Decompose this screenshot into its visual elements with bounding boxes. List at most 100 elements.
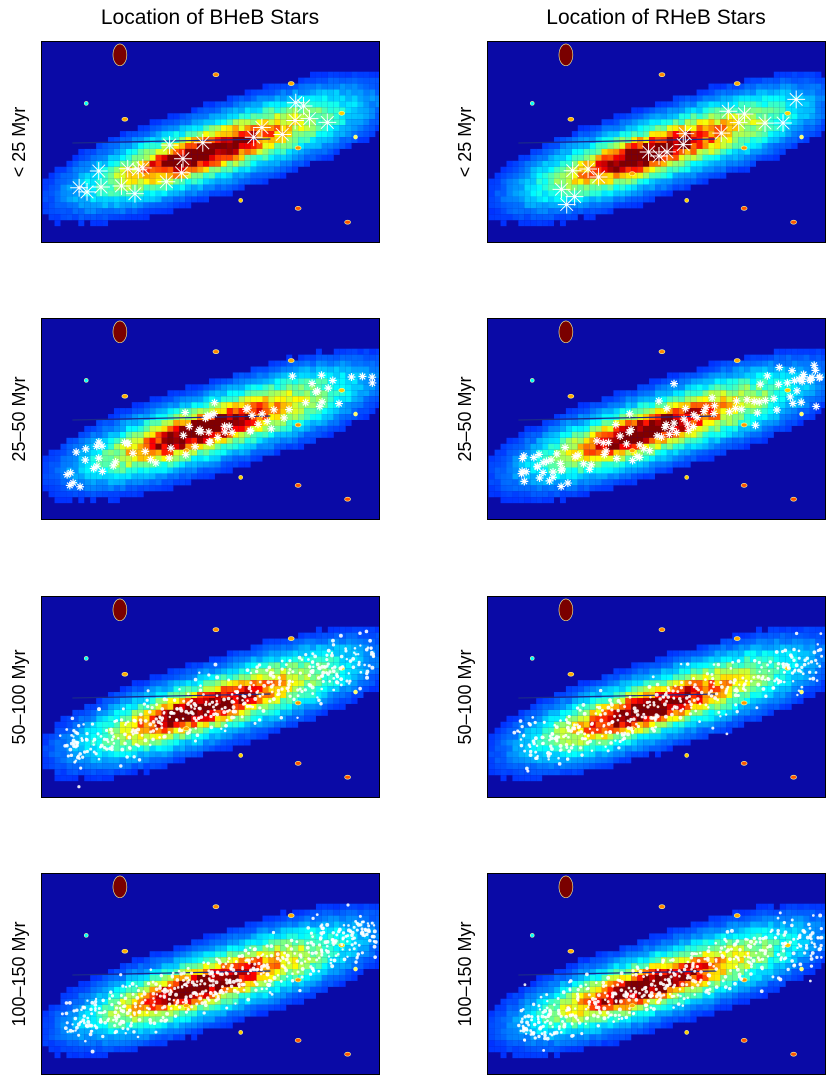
density-cell	[637, 396, 643, 402]
density-cell	[197, 450, 203, 456]
density-cell	[203, 716, 209, 722]
density-cell	[209, 143, 215, 149]
density-cell	[328, 355, 334, 361]
density-cell	[804, 639, 810, 645]
point-source	[741, 146, 747, 150]
density-cell	[150, 131, 156, 137]
density-cell	[185, 680, 191, 686]
density-cell	[667, 107, 673, 113]
star-marker	[187, 693, 190, 696]
density-cell	[369, 686, 375, 692]
density-cell	[643, 468, 649, 474]
density-cell	[613, 196, 619, 202]
density-cell	[697, 161, 703, 167]
density-cell	[197, 473, 203, 479]
density-cell	[774, 639, 780, 645]
density-cell	[821, 627, 825, 633]
density-cell	[774, 131, 780, 137]
density-cell	[215, 426, 221, 432]
density-cell	[708, 426, 714, 432]
density-cell	[245, 155, 251, 161]
density-cell	[90, 426, 96, 432]
density-cell	[649, 396, 655, 402]
density-cell	[239, 95, 245, 101]
point-source	[800, 412, 804, 416]
density-cell	[703, 137, 709, 143]
density-cell	[667, 125, 673, 131]
density-cell	[191, 173, 197, 179]
density-cell	[744, 90, 750, 96]
density-cell	[798, 72, 804, 78]
density-cell	[780, 84, 786, 90]
density-cell	[197, 396, 203, 402]
density-cell	[144, 426, 150, 432]
density-cell	[328, 361, 334, 367]
density-cell	[512, 444, 518, 450]
density-cell	[161, 131, 167, 137]
density-cell	[691, 456, 697, 462]
star-marker	[365, 676, 369, 680]
density-cell	[774, 125, 780, 131]
density-cell	[613, 674, 619, 680]
density-cell	[61, 734, 67, 740]
density-cell	[685, 668, 691, 674]
density-cell	[726, 161, 732, 167]
density-cell	[334, 78, 340, 84]
density-cell	[602, 196, 608, 202]
density-cell	[708, 361, 714, 367]
density-cell	[655, 161, 661, 167]
density-cell	[804, 349, 810, 355]
density-cell	[66, 161, 72, 167]
density-cell	[316, 710, 322, 716]
density-cell	[334, 372, 340, 378]
density-cell	[84, 161, 90, 167]
density-cell	[596, 149, 602, 155]
density-cell	[655, 167, 661, 173]
density-cell	[340, 420, 346, 426]
density-cell	[596, 202, 602, 208]
star-marker	[232, 705, 236, 709]
density-cell	[197, 438, 203, 444]
point-source	[568, 117, 574, 121]
density-cell	[167, 485, 173, 491]
density-cell	[245, 456, 251, 462]
density-cell	[274, 728, 280, 734]
density-cell	[72, 710, 78, 716]
density-cell	[215, 384, 221, 390]
star-marker	[367, 646, 370, 649]
density-cell	[138, 686, 144, 692]
density-cell	[96, 716, 102, 722]
density-cell	[744, 155, 750, 161]
density-cell	[530, 220, 536, 226]
density-cell	[673, 101, 679, 107]
density-cell	[590, 179, 596, 185]
density-cell	[90, 710, 96, 716]
density-cell	[524, 444, 530, 450]
density-cell	[649, 438, 655, 444]
density-cell	[251, 384, 257, 390]
density-cell	[703, 390, 709, 396]
density-cell	[744, 668, 750, 674]
density-cell	[697, 372, 703, 378]
density-cell	[631, 161, 637, 167]
density-cell	[643, 125, 649, 131]
density-cell	[637, 131, 643, 137]
density-cell	[714, 113, 720, 119]
density-cell	[209, 155, 215, 161]
density-cell	[72, 161, 78, 167]
density-cell	[691, 113, 697, 119]
density-cell	[96, 769, 102, 775]
density-cell	[352, 349, 358, 355]
density-cell	[245, 173, 251, 179]
density-cell	[268, 372, 274, 378]
density-cell	[714, 84, 720, 90]
density-cell	[316, 650, 322, 656]
density-cell	[197, 468, 203, 474]
density-cell	[512, 185, 518, 191]
density-cell	[596, 137, 602, 143]
point-source	[559, 44, 573, 66]
point-source	[288, 637, 294, 641]
density-cell	[369, 113, 375, 119]
density-cell	[369, 107, 375, 113]
star-marker	[366, 670, 370, 674]
